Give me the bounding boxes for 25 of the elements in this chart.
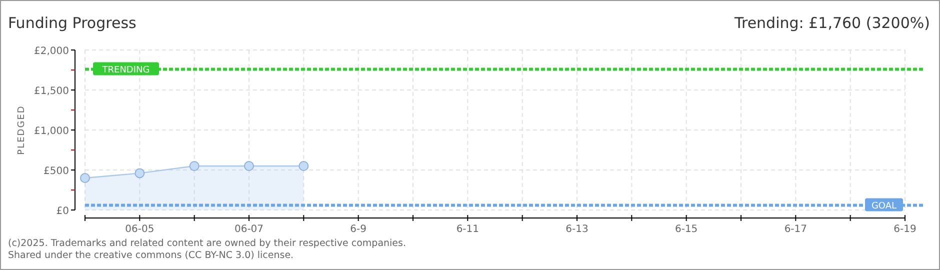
- x-tick-label: 06-05: [125, 224, 154, 235]
- y-tick-label: £1,000: [34, 126, 69, 137]
- y-tick-label: £0: [56, 206, 69, 217]
- x-tick-label: 6-15: [674, 224, 698, 235]
- x-tick-label: 6-9: [350, 224, 367, 235]
- x-tick-label: 6-17: [784, 224, 808, 235]
- point: [80, 173, 90, 183]
- y-tick-label: £500: [44, 166, 69, 177]
- x-tick-label: 6-19: [894, 224, 916, 235]
- point: [189, 161, 200, 171]
- y-tick-label: £2,000: [34, 46, 69, 57]
- y-axis-title: PLEDGED: [17, 105, 27, 155]
- x-tick-label: 06-07: [234, 224, 264, 235]
- point: [298, 161, 309, 171]
- ref-line-label: GOAL: [871, 202, 897, 212]
- point: [244, 161, 254, 171]
- text: (c)2025. Trademarks and related content are owned by their respective companies.: [8, 238, 406, 249]
- x-tick-label: 6-11: [456, 224, 480, 235]
- chart-title: Funding Progress: [8, 14, 137, 32]
- ref-line-label: TRENDING: [101, 66, 150, 76]
- point: [134, 168, 145, 178]
- chart-subtitle: Trending: £1,760 (3200%): [734, 14, 930, 32]
- x-tick-label: 6-13: [566, 224, 588, 235]
- text: Shared under the creative commons (CC BY-NC 3.0) license.: [8, 250, 294, 261]
- y-tick-label: £1,500: [34, 86, 69, 97]
